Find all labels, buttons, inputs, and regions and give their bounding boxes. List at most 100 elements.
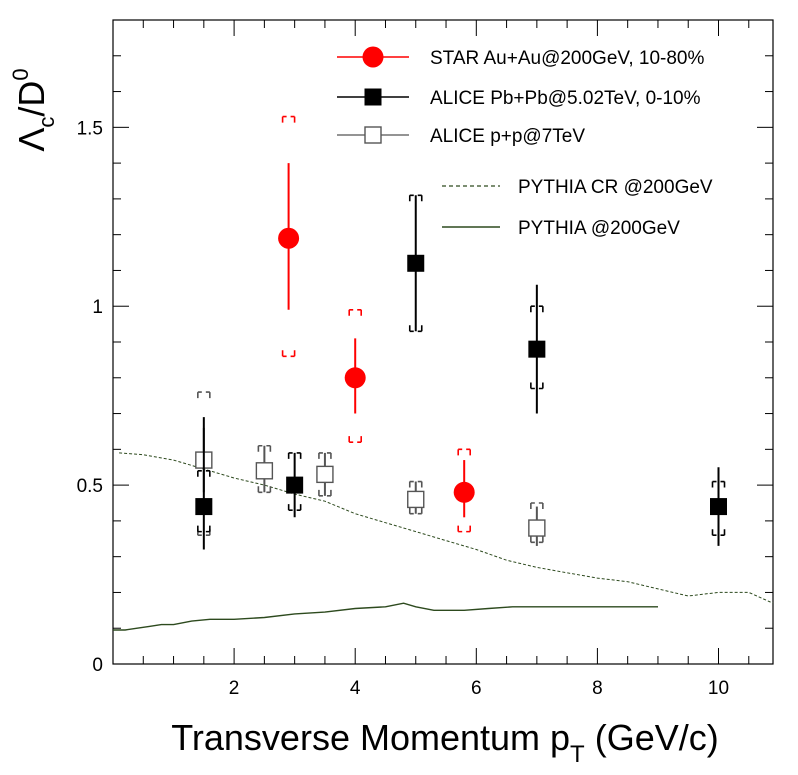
sys-bracket-left xyxy=(281,115,287,123)
sys-bracket-left xyxy=(318,489,323,497)
marker-circle xyxy=(278,227,300,249)
pythia-curve xyxy=(113,602,658,631)
sys-bracket-left xyxy=(197,391,202,399)
plot-frame xyxy=(112,19,774,665)
series-filled-square xyxy=(195,194,728,550)
marker-open-square xyxy=(364,126,382,144)
sys-bracket-left xyxy=(457,525,463,533)
marker-circle xyxy=(453,481,475,503)
sys-bracket-left xyxy=(197,470,202,477)
x-tick-label: 4 xyxy=(350,678,361,699)
y-axis-title: Λc/D0 xyxy=(8,68,59,151)
sys-bracket-right xyxy=(290,350,296,358)
marker-square xyxy=(286,476,304,494)
sys-bracket-right xyxy=(357,436,363,443)
sys-bracket-right xyxy=(538,502,544,509)
x-tick-label: 10 xyxy=(708,678,729,699)
legend-label: ALICE Pb+Pb@5.02TeV, 0-10% xyxy=(430,88,701,109)
sys-bracket-left xyxy=(530,536,535,544)
model-curves xyxy=(113,452,774,631)
sys-bracket-right xyxy=(205,470,211,477)
sys-bracket-right xyxy=(326,452,332,459)
sys-bracket-right xyxy=(296,504,302,511)
sys-bracket-right xyxy=(538,536,544,544)
marker-open-square xyxy=(255,462,274,480)
y-axis-title-slash: /D xyxy=(11,81,52,117)
sys-bracket-left xyxy=(530,502,535,509)
y-axis-title-lambda-sub: c xyxy=(34,117,59,128)
marker-open-square xyxy=(407,490,425,509)
legend-entry: STAR Au+Au@200GeV, 10-80% xyxy=(337,46,704,69)
sys-bracket-right xyxy=(357,309,363,316)
sys-bracket-left xyxy=(530,305,535,313)
axes: 2 4 6 8 10 0 0.5 1 1.5 xyxy=(77,20,773,699)
y-tick-label: 1 xyxy=(92,297,103,318)
sys-bracket-right xyxy=(326,489,332,497)
sys-bracket-left xyxy=(287,504,293,511)
sys-bracket-left xyxy=(287,452,293,459)
marker-circle xyxy=(344,367,366,389)
x-tick-label: 2 xyxy=(229,678,240,699)
sys-bracket-left xyxy=(257,486,263,494)
marker-square xyxy=(195,498,213,516)
sys-bracket-left xyxy=(408,325,414,333)
y-tick-label: 0 xyxy=(92,655,103,676)
x-axis-title-sub: T xyxy=(570,741,585,768)
legend-entry: PYTHIA @200GeV xyxy=(442,218,680,239)
sys-bracket-right xyxy=(538,382,544,390)
sys-bracket-right xyxy=(466,448,471,456)
sys-bracket-left xyxy=(348,309,354,316)
marker-square xyxy=(710,498,728,516)
sys-bracket-left xyxy=(711,529,717,536)
y-axis-title-lambda: Λ xyxy=(11,128,52,152)
y-axis-title-d-sup: 0 xyxy=(8,68,33,80)
sys-bracket-right xyxy=(417,194,423,202)
legend-entry: ALICE p+p@7TeV xyxy=(337,126,585,147)
sys-bracket-right xyxy=(417,325,423,333)
x-axis-title-unit: (GeV/c) xyxy=(585,717,719,758)
marker-open-square xyxy=(528,519,546,537)
marker-square xyxy=(364,88,382,106)
y-tick-label: 0.5 xyxy=(77,476,103,497)
sys-bracket-left xyxy=(257,444,263,452)
data-points xyxy=(195,115,728,550)
x-axis-title-main: Transverse Momentum p xyxy=(171,717,570,758)
sys-bracket-right xyxy=(720,529,726,536)
legend-label: ALICE p+p@7TeV xyxy=(430,126,585,147)
sys-bracket-right xyxy=(417,507,423,515)
sys-bracket-left xyxy=(197,525,202,533)
sys-bracket-right xyxy=(466,525,471,533)
series-open-square xyxy=(195,391,546,546)
sys-bracket-right xyxy=(266,444,272,452)
legend-label: PYTHIA @200GeV xyxy=(518,218,680,239)
sys-bracket-right xyxy=(720,480,726,488)
legend-label: PYTHIA CR @200GeV xyxy=(518,177,713,198)
sys-bracket-left xyxy=(281,350,287,358)
marker-square xyxy=(407,254,425,272)
x-axis-title: Transverse Momentum pT (GeV/c) xyxy=(171,717,718,768)
sys-bracket-right xyxy=(296,452,302,459)
marker-circle xyxy=(362,46,384,68)
sys-bracket-right xyxy=(538,305,544,313)
sys-bracket-left xyxy=(457,448,463,456)
sys-bracket-right xyxy=(205,391,211,399)
sys-bracket-left xyxy=(348,436,354,443)
x-tick-label: 8 xyxy=(592,678,603,699)
sys-bracket-right xyxy=(266,486,272,494)
legend-entry: ALICE Pb+Pb@5.02TeV, 0-10% xyxy=(337,88,701,109)
sys-bracket-left xyxy=(711,480,717,488)
sys-bracket-left xyxy=(318,452,323,459)
legend-entry: PYTHIA CR @200GeV xyxy=(442,177,713,198)
legend: STAR Au+Au@200GeV, 10-80% ALICE Pb+Pb@5.0… xyxy=(337,46,713,239)
x-tick-label: 6 xyxy=(471,678,482,699)
series-filled-circle xyxy=(278,115,475,533)
sys-bracket-left xyxy=(408,480,414,488)
marker-square xyxy=(528,340,546,358)
marker-open-square xyxy=(316,465,334,484)
y-tick-label: 1.5 xyxy=(77,118,103,139)
sys-bracket-left xyxy=(408,194,414,202)
sys-bracket-right xyxy=(417,480,423,488)
sys-bracket-left xyxy=(408,507,414,515)
sys-bracket-left xyxy=(530,382,535,390)
